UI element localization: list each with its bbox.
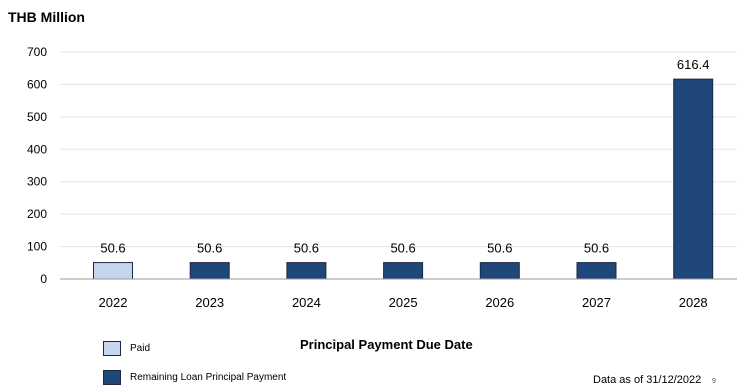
data-label-2024: 50.6 bbox=[294, 241, 319, 256]
bar-2023 bbox=[189, 262, 230, 280]
legend-item-paid: Paid bbox=[103, 341, 150, 356]
y-axis-tick-labels: 0 100 200 300 400 500 600 700 bbox=[27, 45, 47, 286]
x-axis-tick-labels: 2022 2023 2024 2025 2026 2027 2028 bbox=[99, 295, 708, 310]
legend-label-paid: Paid bbox=[130, 343, 151, 354]
data-label-2022: 50.6 bbox=[100, 241, 125, 256]
unit-label: THB Million bbox=[8, 9, 85, 25]
bar-2027 bbox=[576, 262, 617, 280]
legend-label-remaining: Remaining Loan Principal Payment bbox=[130, 372, 287, 383]
data-labels: 50.6 50.6 50.6 50.6 50.6 50.6 616.4 bbox=[100, 57, 709, 255]
bar-2025 bbox=[383, 262, 424, 280]
bar-2028 bbox=[673, 78, 714, 280]
data-label-2025: 50.6 bbox=[390, 241, 415, 256]
y-tick-label-400: 400 bbox=[27, 142, 47, 156]
data-label-2028: 616.4 bbox=[677, 57, 710, 72]
x-tick-label-2028: 2028 bbox=[679, 295, 708, 310]
page-number: 9 bbox=[712, 378, 716, 385]
bar-2022 bbox=[93, 262, 133, 280]
bars bbox=[93, 78, 714, 280]
x-tick-label-2022: 2022 bbox=[99, 295, 128, 310]
legend-swatch-remaining bbox=[103, 370, 121, 385]
x-tick-label-2025: 2025 bbox=[389, 295, 418, 310]
gridlines bbox=[60, 51, 737, 248]
x-tick-label-2023: 2023 bbox=[195, 295, 224, 310]
data-date-footnote: Data as of 31/12/2022 bbox=[593, 374, 702, 386]
y-tick-label-600: 600 bbox=[27, 77, 47, 91]
x-axis-label: Principal Payment Due Date bbox=[300, 337, 473, 352]
y-tick-label-300: 300 bbox=[27, 175, 47, 189]
x-tick-label-2026: 2026 bbox=[485, 295, 514, 310]
y-tick-label-100: 100 bbox=[27, 240, 47, 254]
bar-2026 bbox=[479, 262, 520, 280]
y-tick-label-0: 0 bbox=[40, 272, 47, 286]
data-label-2027: 50.6 bbox=[584, 241, 609, 256]
y-tick-label-500: 500 bbox=[27, 110, 47, 124]
y-tick-label-200: 200 bbox=[27, 207, 47, 221]
legend-item-remaining: Remaining Loan Principal Payment bbox=[103, 370, 286, 385]
x-tick-label-2024: 2024 bbox=[292, 295, 321, 310]
x-tick-label-2027: 2027 bbox=[582, 295, 611, 310]
data-label-2023: 50.6 bbox=[197, 241, 222, 256]
y-tick-label-700: 700 bbox=[27, 45, 47, 59]
legend-swatch-paid bbox=[103, 341, 121, 356]
bar-2024 bbox=[286, 262, 327, 280]
data-label-2026: 50.6 bbox=[487, 241, 512, 256]
